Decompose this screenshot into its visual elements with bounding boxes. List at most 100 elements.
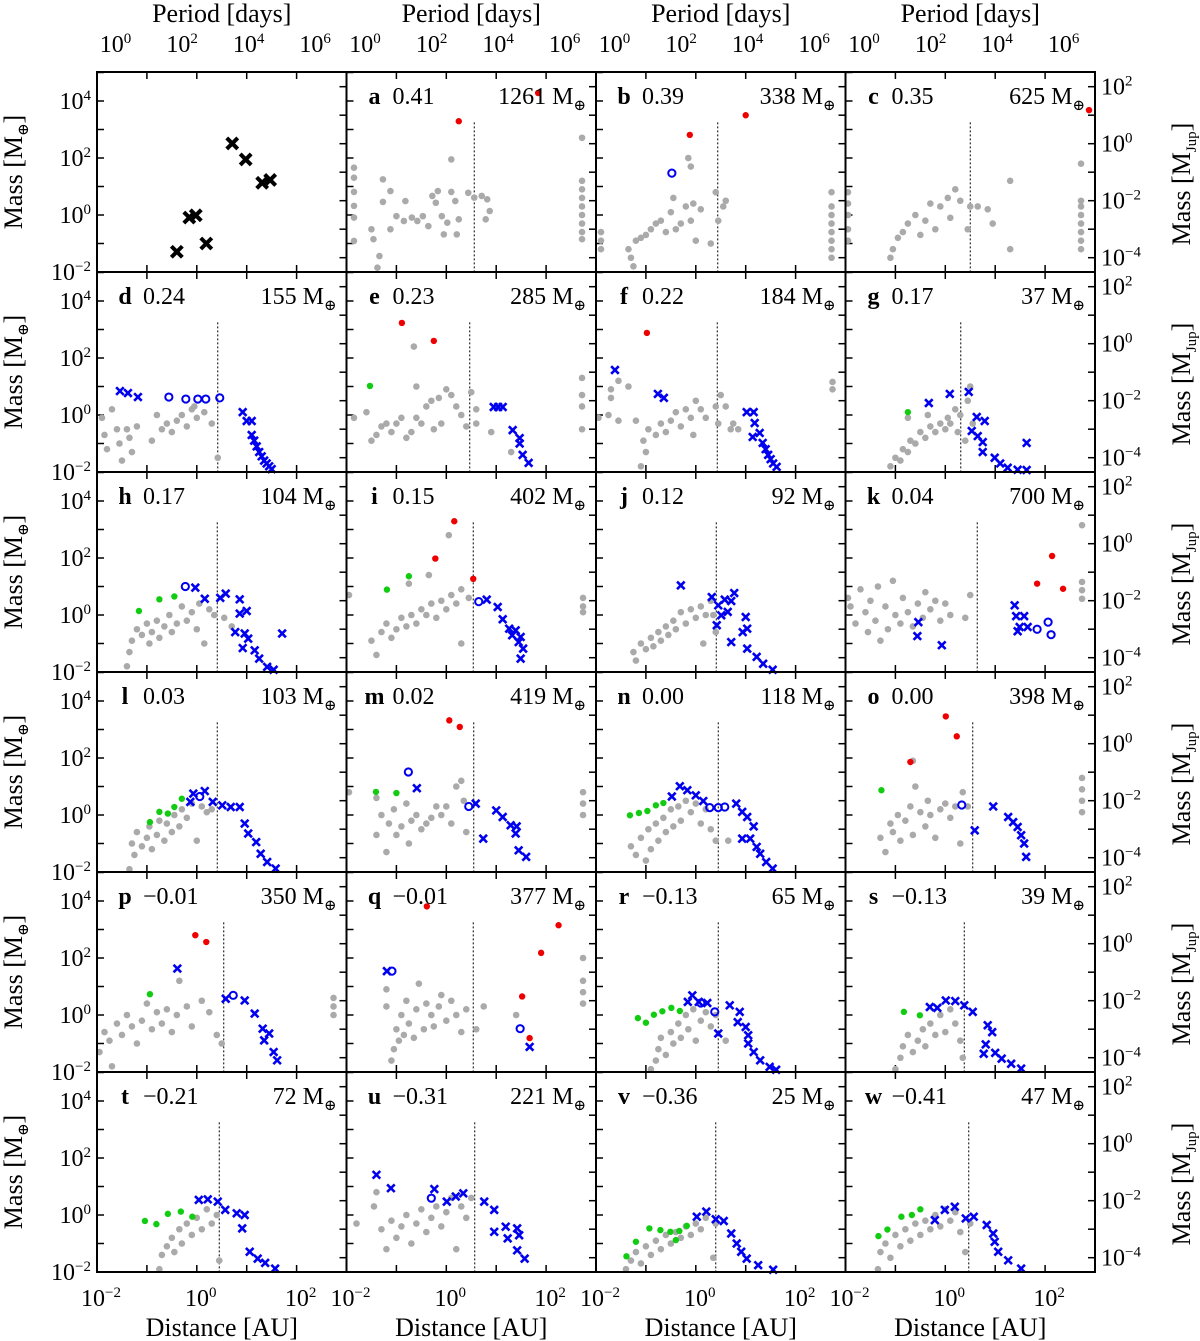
gray-point [462,423,470,430]
gray-point [637,1260,645,1267]
gray-point [330,994,337,1002]
blue-cross [713,1028,723,1039]
blue-cross [502,1233,513,1244]
gray-point [917,808,924,816]
gray-point [405,580,413,587]
gray-point [438,212,446,220]
gray-point [200,408,208,416]
blue-cross [720,594,730,605]
y-tick-label: 100 [60,602,92,629]
period-axis-label: Period [days] [901,0,1040,28]
gray-point [828,245,835,253]
gray-point [153,1008,161,1016]
gray-point [578,177,586,185]
gray-point [387,187,394,195]
blue-cross [200,594,210,604]
panel-m: m 0.02 419 M⊕ [345,671,597,873]
gray-point [353,1220,360,1227]
gray-point [578,374,586,382]
panel-value: 0.15 [393,484,435,510]
blue-cross [748,821,759,832]
blue-cross [753,1260,763,1270]
blue-cross [659,393,669,403]
gray-point [857,586,864,593]
green-point [393,789,400,797]
gray-point [946,1006,954,1013]
gray-point [697,1017,705,1024]
gray-point [373,794,380,802]
blue-cross [246,430,257,440]
green-point [634,1014,642,1022]
gray-point [961,614,969,622]
blue-cross [729,588,739,598]
gray-point [457,777,465,785]
panel-letter: g [868,284,880,310]
gray-point [660,814,667,822]
gray-point [368,225,375,233]
green-point [917,1206,924,1213]
blue-cross [234,594,245,605]
gray-point [398,414,405,422]
panel-mass: 419 M⊕ [510,684,586,714]
gray-point [615,377,622,385]
gray-point [828,254,835,262]
panel-w: w −0.41 47 M⊕ [844,1071,1096,1274]
gray-point [927,606,934,613]
gray-point [882,603,889,610]
panel-letter: a [369,84,381,110]
panel-k: k 0.04 700 M⊕ [844,471,1096,673]
gray-point [932,834,939,842]
gray-point [435,394,443,402]
gray-point [902,817,909,824]
panel-o: o 0.00 398 M⊕ [844,671,1096,873]
gray-point [652,820,660,827]
gray-point [942,1028,949,1036]
gray-point [443,803,450,810]
period-tick-label: 104 [981,31,1013,58]
green-point [875,1232,882,1240]
x-tick-label: 10−2 [81,1285,121,1312]
blue-cross [254,653,264,664]
red-point [423,903,431,910]
blue-cross [513,637,524,647]
gray-point [645,425,652,433]
gray-point [632,1248,640,1256]
gray-point [193,414,201,422]
gray-point [208,1220,216,1227]
blue-cross [707,592,717,602]
gray-point [917,1231,924,1239]
blue-cross [133,392,143,402]
period-axis-label: Period [days] [402,0,541,28]
gray-point [438,811,445,819]
blue-open-circle [193,394,203,404]
gray-point [443,1017,450,1024]
blue-open-circle [215,393,225,403]
gray-point [662,428,670,436]
mjup-tick-label: 10−4 [1101,645,1141,672]
green-point [153,1220,160,1228]
gray-point [203,1206,211,1213]
y-tick-label: 104 [60,288,92,315]
gray-point [158,1251,166,1259]
blue-cross [252,1253,263,1264]
panel-value: 0.17 [892,284,934,310]
gray-point [443,386,450,393]
gray-point [176,977,183,985]
gray-point [133,423,141,430]
panel-b: b 0.39 338 M⊕ [595,71,847,273]
blue-cross [481,594,492,605]
y-tick-label: 102 [60,1145,92,1172]
blue-cross [726,596,736,606]
mjup-tick-label: 10−2 [1101,588,1141,615]
blue-cross [701,1206,711,1217]
gray-point [899,445,907,453]
gray-point [937,1011,944,1019]
gray-point [398,1223,405,1230]
gray-point [714,217,722,224]
mjup-axis-label: Mass [MJup] [1167,323,1200,446]
blue-open-circle [181,394,191,404]
blue-cross [479,1196,489,1207]
green-point [657,1226,664,1234]
x-axis-label: Distance [AU] [645,1313,797,1341]
